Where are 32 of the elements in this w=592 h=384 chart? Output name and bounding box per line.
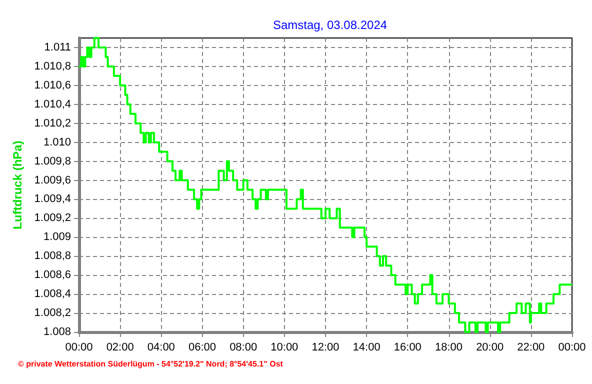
x-tick-label: 18:00 — [434, 342, 463, 354]
y-tick-label: 1.009 — [43, 231, 71, 244]
y-axis-title: Luftdruck (hPa) — [10, 140, 24, 230]
x-tick-label: 10:00 — [270, 342, 298, 354]
y-tick-label: 1.009,8 — [34, 155, 71, 168]
x-tick-label: 06:00 — [188, 342, 216, 354]
y-tick-label: 1.008,2 — [34, 307, 71, 320]
y-tick-label: 1.010,4 — [34, 98, 71, 110]
x-tick-label: 16:00 — [394, 342, 422, 354]
x-tick-label: 00:00 — [65, 342, 93, 354]
x-tick-label: 14:00 — [352, 342, 380, 354]
y-tick-label: 1.010,8 — [34, 60, 71, 72]
x-tick-label: 02:00 — [106, 342, 134, 354]
y-tick-label: 1.009,4 — [34, 193, 71, 206]
chart-title: Samstag, 03.08.2024 — [272, 18, 388, 32]
y-tick-label: 1.008,6 — [34, 269, 71, 282]
y-tick-label: 1.011 — [44, 41, 71, 54]
y-tick-label: 1.010,6 — [34, 79, 71, 92]
x-tick-label: 12:00 — [312, 342, 340, 354]
x-tick-label: 20:00 — [476, 342, 504, 354]
y-tick-label: 1.010 — [43, 136, 71, 148]
x-tick-label: 04:00 — [147, 342, 175, 354]
x-tick-label: 08:00 — [230, 342, 258, 354]
y-tick-label: 1.008,8 — [34, 250, 71, 262]
text: © private Wetterstation Süderlügum - 54°52'19.2" Nord; 8°54'45.1" Ost — [18, 360, 284, 368]
y-tick-label: 1.008 — [43, 326, 71, 338]
y-tick-label: 1.008,4 — [34, 288, 71, 300]
y-tick-label: 1.009,2 — [34, 212, 71, 224]
x-tick-label: 00:00 — [558, 342, 586, 354]
y-tick-label: 1.009,6 — [34, 174, 71, 186]
x-tick-label: 22:00 — [517, 342, 545, 354]
y-tick-label: 1.010,2 — [34, 117, 71, 130]
